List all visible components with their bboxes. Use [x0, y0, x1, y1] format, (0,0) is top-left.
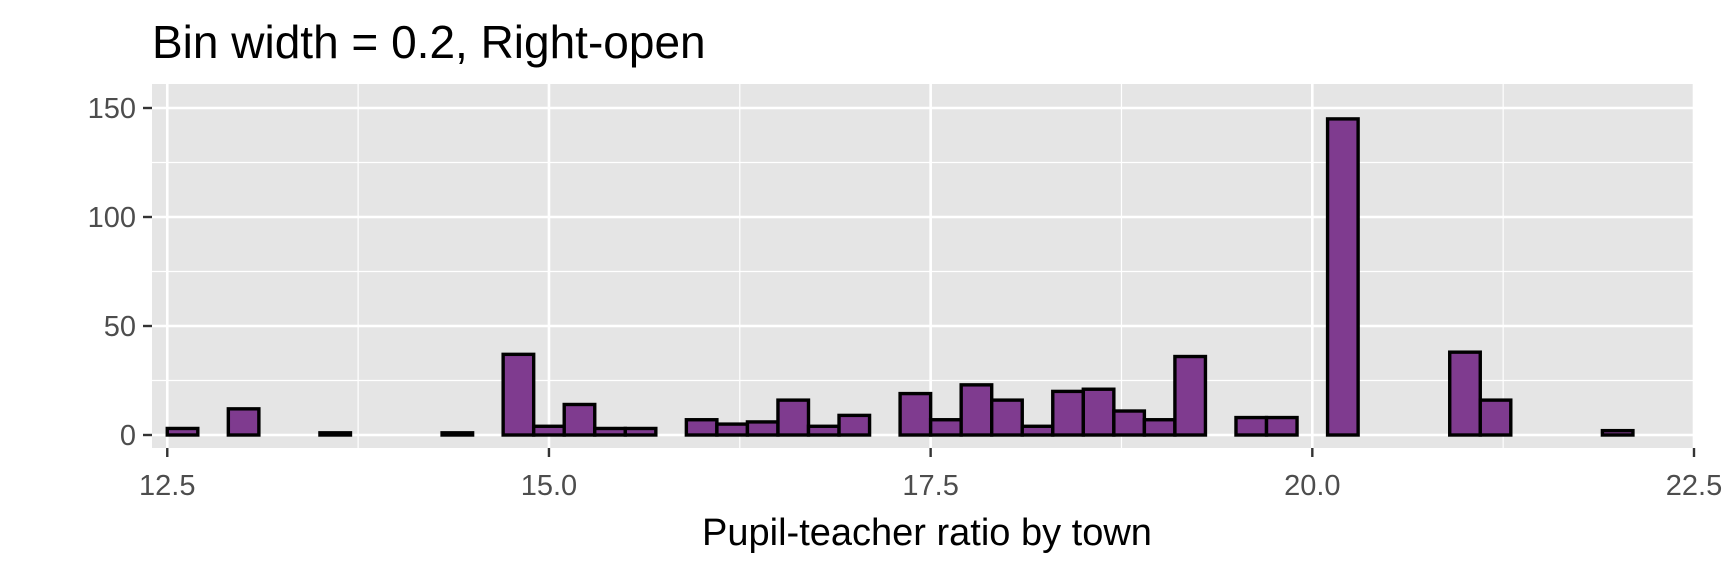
histogram-bar	[1112, 409, 1147, 437]
x-tick-label: 22.5	[1666, 470, 1722, 502]
histogram-bar	[1020, 424, 1055, 437]
axes: 0 50 100 150 12.5 15.0 17.5 20.0 22.5	[88, 93, 1723, 502]
histogram-bar	[990, 398, 1024, 437]
y-tick-label: 100	[88, 202, 136, 234]
histogram-bar	[531, 424, 566, 437]
histogram-bar	[226, 407, 261, 437]
histogram-bar	[837, 413, 872, 437]
histogram-bar	[318, 431, 353, 437]
y-tick-label: 0	[120, 420, 136, 452]
histogram-bar	[745, 420, 780, 437]
histogram-bar	[1051, 389, 1086, 437]
chart-title: Bin width = 0.2, Right-open	[152, 16, 706, 68]
y-tick-label: 50	[104, 311, 136, 343]
plot-panel	[152, 84, 1694, 448]
histogram-bar	[1173, 354, 1208, 437]
x-tick-label: 12.5	[139, 470, 195, 502]
x-tick-label: 17.5	[902, 470, 958, 502]
histogram-bars	[165, 117, 1635, 437]
histogram-bar	[1234, 415, 1269, 437]
histogram-bar	[623, 426, 658, 437]
histogram-bar	[593, 426, 627, 437]
histogram-bar	[776, 398, 811, 437]
histogram-bar	[1600, 428, 1635, 437]
histogram-bar	[1478, 398, 1513, 437]
histogram-bar	[440, 431, 475, 437]
histogram-bar	[1081, 387, 1116, 437]
grid-lines	[152, 84, 1696, 448]
y-tick-label: 150	[88, 93, 136, 125]
x-axis-title: Pupil-teacher ratio by town	[702, 512, 1152, 554]
histogram-bar	[1448, 350, 1482, 437]
histogram-bar	[928, 418, 963, 437]
histogram-bar	[684, 418, 719, 437]
histogram-bar	[1325, 117, 1360, 437]
histogram-bar	[165, 426, 200, 437]
histogram-bar	[1264, 415, 1299, 437]
x-tick-label: 15.0	[521, 470, 577, 502]
histogram-bar	[1142, 418, 1177, 437]
histogram-bar	[959, 383, 994, 437]
histogram-bar	[898, 391, 933, 437]
x-tick-label: 20.0	[1284, 470, 1340, 502]
histogram-bar	[715, 422, 750, 437]
histogram-bar	[806, 424, 841, 437]
histogram-bar	[562, 402, 597, 437]
histogram-bar	[501, 352, 536, 437]
